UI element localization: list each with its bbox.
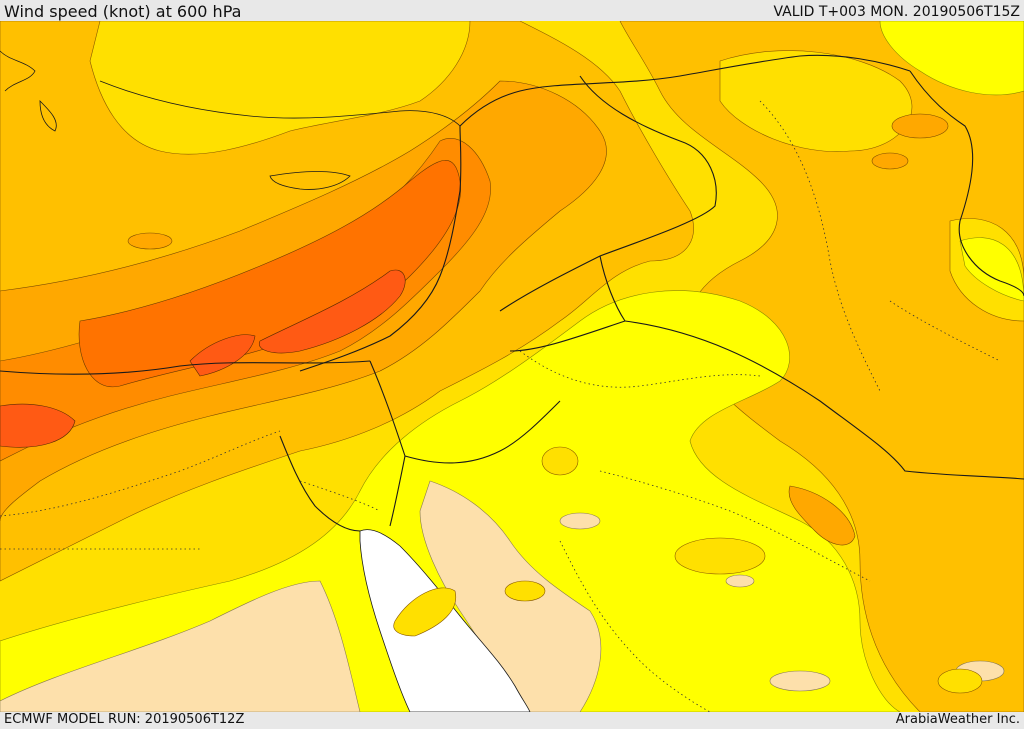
cyprus	[269, 171, 351, 190]
islands-nw	[0, 50, 461, 190]
admin-line-5	[599, 470, 871, 582]
admin-line-1	[0, 430, 281, 517]
border-egypt	[0, 360, 371, 375]
admin-line-8	[299, 480, 381, 512]
border-jordan	[509, 255, 626, 352]
island-2	[39, 100, 57, 132]
border-coast-med	[299, 125, 462, 372]
footer-bar: ECMWF MODEL RUN: 20190506T12Z ArabiaWeat…	[0, 712, 1024, 729]
map-title: Wind speed (knot) at 600 hPa	[4, 2, 242, 21]
admin-line-6	[559, 540, 711, 712]
gold-island-redsea	[393, 587, 457, 637]
amber-blob-4	[788, 485, 856, 546]
amber-blob-2	[871, 152, 909, 170]
border-iraq-syria	[499, 75, 717, 312]
amber-blob-1	[891, 113, 949, 139]
contour-max-2	[0, 403, 76, 448]
island-1	[0, 50, 36, 92]
pale-blob-1	[559, 512, 601, 530]
gold-blob-2	[541, 446, 579, 476]
gold-blob-3	[504, 580, 546, 602]
contour-gold-nw	[89, 21, 471, 155]
valid-time: VALID T+003 MON. 20190506T15Z	[773, 4, 1020, 20]
country-borders	[0, 54, 1024, 532]
border-coast-aqaba	[389, 455, 406, 527]
gold-blob-1	[674, 537, 766, 575]
gold-blob-4	[937, 668, 983, 694]
border-north	[459, 54, 911, 127]
credit-label: ArabiaWeather Inc.	[895, 712, 1020, 727]
pale-blob-2	[725, 574, 755, 588]
model-run-label: ECMWF MODEL RUN: 20190506T12Z	[4, 712, 245, 727]
contour-max-1	[258, 269, 406, 354]
contour-orange-dark	[78, 160, 461, 388]
border-sinai	[369, 360, 561, 464]
contour-max-3	[189, 334, 256, 377]
border-coast-sinai	[279, 435, 361, 532]
header-bar: Wind speed (knot) at 600 hPa VALID T+003…	[0, 0, 1024, 21]
wind-speed-map	[0, 21, 1024, 712]
border-east	[909, 70, 1024, 297]
admin-line-7	[889, 300, 1001, 362]
contour-pale-sw	[0, 580, 361, 712]
red-sea	[359, 529, 531, 712]
turkey-coast	[99, 80, 461, 127]
contour-yellow-ne	[879, 21, 1024, 96]
admin-boundaries	[0, 100, 1001, 712]
amber-blob-3	[127, 232, 173, 250]
admin-line-3	[519, 350, 761, 388]
pale-blob-3	[769, 670, 831, 692]
border-saudi-iraq	[624, 320, 1024, 480]
weather-map[interactable]	[0, 21, 1024, 712]
